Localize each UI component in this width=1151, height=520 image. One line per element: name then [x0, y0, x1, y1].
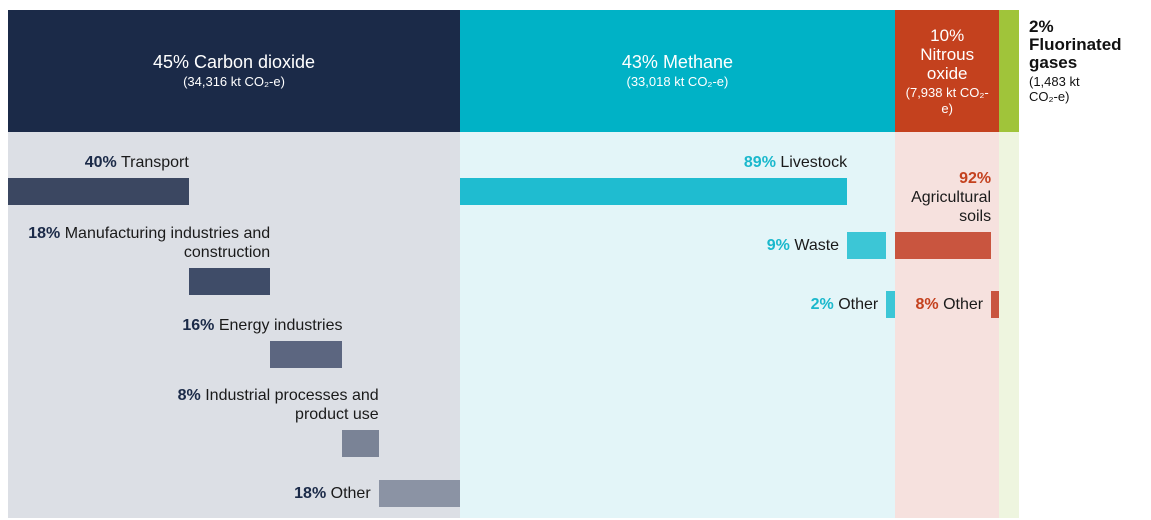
source-label: 8% Industrial processes and product use	[169, 386, 379, 424]
source-label: 92% Agricultural soils	[899, 169, 991, 226]
source-bar	[847, 232, 887, 259]
gas-header: 43% Methane (33,018 kt CO₂-e)	[460, 10, 895, 132]
source-percent: 40%	[84, 154, 117, 171]
source-label: 18% Manufacturing industries and constru…	[10, 224, 270, 262]
source-percent: 89%	[743, 154, 776, 171]
gas-header: 45% Carbon dioxide (34,316 kt CO₂-e)	[8, 10, 460, 132]
source-name: Industrial processes and product use	[205, 387, 379, 423]
gas-amount: (1,483 kt CO₂-e)	[1029, 74, 1080, 104]
source-bar	[342, 430, 379, 457]
source-percent: 18%	[294, 484, 327, 502]
gas-amount: (33,018 kt CO₂-e)	[626, 74, 729, 89]
source-bar	[378, 480, 460, 507]
source-label: 2% Other	[811, 295, 879, 314]
gas-percent: 10%	[930, 25, 965, 45]
gas-name: 43% Methane	[622, 52, 733, 72]
gas-percent: 45%	[152, 52, 189, 72]
source-percent: 16%	[182, 317, 215, 334]
source-percent: 2%	[810, 295, 834, 313]
gas-title: Carbon dioxide	[193, 52, 316, 72]
source-label: 89% Livestock	[744, 153, 847, 172]
source-bar	[188, 268, 271, 295]
source-percent: 9%	[766, 236, 790, 254]
gas-amount: (7,938 kt CO₂-e)	[905, 84, 989, 116]
gas-pane	[999, 132, 1019, 518]
gas-title: Nitrous oxide	[920, 44, 975, 83]
source-label: 40% Transport	[85, 153, 189, 172]
source-bar	[270, 341, 343, 368]
gas-title: Fluorinated gases	[1029, 35, 1122, 72]
gas-header-label: 10% Nitrous oxide (7,938 kt CO₂-e)	[895, 26, 1000, 117]
source-name: Other	[330, 484, 371, 502]
gas-name: 10% Nitrous oxide	[901, 26, 994, 83]
source-bar	[460, 178, 848, 205]
source-name: Agricultural soils	[911, 189, 992, 225]
source-name: Energy industries	[218, 317, 343, 334]
source-label: 18% Other	[294, 484, 371, 503]
source-bar	[8, 178, 189, 205]
source-name: Livestock	[780, 154, 848, 171]
source-bar	[886, 291, 895, 318]
source-label: 9% Waste	[767, 236, 839, 255]
gas-header: 10% Nitrous oxide (7,938 kt CO₂-e)	[894, 10, 1000, 132]
gas-header-label: 45% Carbon dioxide (34,316 kt CO₂-e)	[147, 52, 321, 90]
source-label: 16% Energy industries	[182, 316, 342, 335]
gas-name: 2% Fluorinated gases	[1029, 18, 1139, 72]
source-percent: 92%	[959, 170, 992, 187]
gas-percent: 43%	[621, 52, 658, 72]
source-name: Waste	[794, 236, 840, 254]
source-name: Transport	[120, 154, 189, 171]
source-percent: 8%	[177, 387, 201, 404]
source-bar	[991, 291, 1000, 318]
gas-title: Methane	[662, 52, 733, 72]
gas-pane	[894, 132, 1000, 518]
source-name: Manufacturing industries and constructio…	[64, 225, 271, 261]
source-bar	[894, 232, 992, 259]
gas-percent: 2%	[1029, 17, 1054, 36]
source-label: 8% Other	[916, 295, 984, 314]
source-name: Other	[943, 295, 984, 313]
source-percent: 8%	[915, 295, 939, 313]
gas-amount: (34,316 kt CO₂-e)	[183, 74, 285, 89]
gas-header-label: 43% Methane (33,018 kt CO₂-e)	[616, 52, 739, 90]
gas-header-label: 2% Fluorinated gases (1,483 kt CO₂-e)	[1029, 18, 1139, 105]
gas-name: 45% Carbon dioxide	[153, 52, 315, 72]
source-percent: 18%	[28, 225, 61, 242]
source-name: Other	[838, 295, 879, 313]
gas-header	[999, 10, 1019, 132]
